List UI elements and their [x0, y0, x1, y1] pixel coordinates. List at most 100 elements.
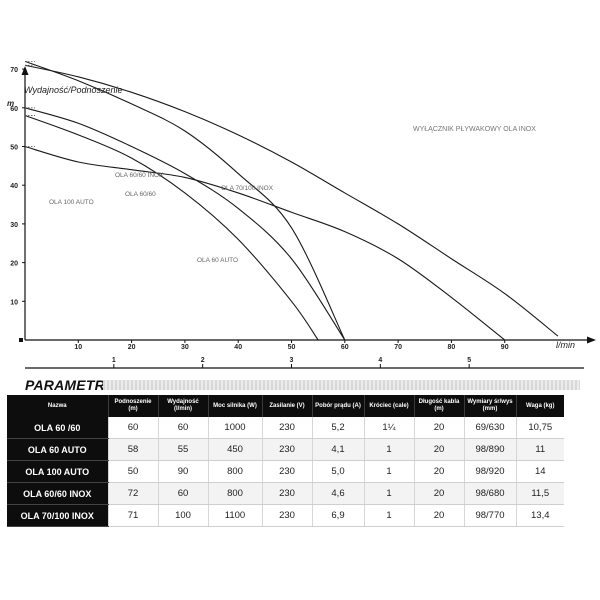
performance-curve [24, 145, 506, 341]
table-cell: 13,4 [515, 504, 564, 527]
series-label: OLA 60/60 [125, 191, 156, 198]
column-header: Króciec (cale) [363, 395, 414, 417]
y-tick-label: 10 [10, 299, 18, 306]
table-cell: 11 [515, 438, 564, 461]
x-tick-label: 30 [181, 344, 189, 351]
table-row: OLA 60 AUTO 58 55 450 230 4,1 1 20 98/890 11 [7, 438, 564, 461]
table-cell: 1100 [207, 504, 262, 527]
table-cell: 90 [157, 460, 208, 483]
table-cell: 1000 [207, 417, 262, 439]
parameters-section-title: PARAMETRY [23, 377, 580, 395]
table-cell: 1 [363, 460, 414, 483]
table-cell: 55 [157, 438, 208, 461]
y-axis-label: Wydajność/Podnoszenie [24, 85, 123, 95]
x-unit-label: l/min [556, 340, 575, 350]
origin-marker [19, 338, 23, 342]
secondary-x-tick-label: 5 [467, 357, 471, 364]
x-tick-label: 10 [74, 344, 82, 351]
secondary-x-tick-label: 4 [378, 357, 382, 364]
table-cell: 98/680 [463, 482, 516, 505]
table-cell: 50 [107, 460, 158, 483]
table-cell: 58 [107, 438, 158, 461]
table-cell: 4,1 [311, 438, 364, 461]
secondary-x-tick-label: 2 [201, 357, 205, 364]
performance-curve [24, 115, 319, 341]
table-cell: 100 [157, 504, 208, 527]
column-header: Długość kabla (m) [413, 395, 464, 417]
float-switch-annotation: WYŁĄCZNIK PŁYWAKOWY OLA INOX [413, 126, 536, 133]
table-cell: 20 [413, 482, 464, 505]
table-cell: 6,9 [311, 504, 364, 527]
model-name-cell: OLA 100 AUTO [7, 460, 108, 483]
table-cell: 800 [207, 482, 262, 505]
table-cell: 5,0 [311, 460, 364, 483]
table-cell: 450 [207, 438, 262, 461]
table-cell: 98/770 [463, 504, 516, 527]
table-row: OLA 60 /60 60 60 1000 230 5,2 1¼ 20 69/630 10,75 [7, 417, 564, 439]
table-cell: 14 [515, 460, 564, 483]
table-cell: 800 [207, 460, 262, 483]
table-cell: 60 [157, 417, 208, 439]
table-cell: 1 [363, 438, 414, 461]
x-tick-label: 40 [234, 344, 242, 351]
table-cell: 1 [363, 504, 414, 527]
y-tick-label: 40 [10, 183, 18, 190]
x-tick-label: 60 [341, 344, 349, 351]
x-tick-label: 80 [448, 344, 456, 351]
y-tick-label: 50 [10, 145, 18, 152]
title-decoration-bar [103, 380, 580, 390]
model-name-cell: OLA 60 AUTO [7, 438, 108, 461]
x-tick-label: 70 [394, 344, 402, 351]
table-cell: 4,6 [311, 482, 364, 505]
parameters-table: Nazwa Podnoszenie (m) Wydajność (l/min) Moc… [7, 395, 564, 527]
parameters-title: PARAMETRY [25, 377, 115, 393]
performance-curve [24, 107, 346, 341]
table-cell: 1¼ [363, 417, 414, 439]
series-label: OLA 60 AUTO [197, 257, 238, 264]
x-tick-label: 20 [128, 344, 136, 351]
column-header: Waga (kg) [515, 395, 564, 417]
table-cell: 230 [261, 460, 312, 483]
model-name-cell: OLA 60/60 INOX [7, 482, 108, 505]
table-cell: 69/630 [463, 417, 516, 439]
series-label: OLA 70/100 INOX [221, 185, 274, 192]
table-cell: 20 [413, 504, 464, 527]
performance-curve [24, 64, 559, 337]
table-cell: 20 [413, 417, 464, 439]
y-unit-label: m [7, 99, 14, 108]
table-cell: 20 [413, 438, 464, 461]
series-label: OLA 100 AUTO [49, 199, 94, 206]
y-tick-label: 20 [10, 261, 18, 268]
table-cell: 60 [107, 417, 158, 439]
table-row: OLA 70/100 INOX 71 100 1100 230 6,9 1 20 98/770 1… [7, 504, 564, 527]
y-axis-arrow [21, 66, 29, 75]
column-header: Zasilanie (V) [261, 395, 312, 417]
column-header: Podnoszenie (m) [107, 395, 158, 417]
secondary-x-tick-label: 1 [112, 357, 116, 364]
y-tick-label: 70 [10, 67, 18, 74]
table-cell: 72 [107, 482, 158, 505]
y-tick-label: 30 [10, 222, 18, 229]
table-cell: 1 [363, 482, 414, 505]
table-cell: 20 [413, 460, 464, 483]
table-cell: 230 [261, 482, 312, 505]
table-row: OLA 100 AUTO 50 90 800 230 5,0 1 20 98/920 14 [7, 460, 564, 483]
table-cell: 98/890 [463, 438, 516, 461]
x-tick-label: 90 [501, 344, 509, 351]
table-cell: 10,75 [515, 417, 564, 439]
secondary-x-tick-label: 3 [290, 357, 294, 364]
x-tick-label: 50 [288, 344, 296, 351]
y-tick-label: 60 [10, 106, 18, 113]
model-name-cell: OLA 70/100 INOX [7, 504, 108, 527]
table-row: OLA 60/60 INOX 72 60 800 230 4,6 1 20 98/680 11,5 [7, 482, 564, 505]
table-cell: 230 [261, 438, 312, 461]
table-header-row: Nazwa Podnoszenie (m) Wydajność (l/min) Moc… [7, 395, 564, 417]
table-cell: 60 [157, 482, 208, 505]
table-cell: 71 [107, 504, 158, 527]
table-cell: 5,2 [311, 417, 364, 439]
model-name-cell: OLA 60 /60 [7, 417, 108, 439]
column-header: Pobór prądu (A) [311, 395, 364, 417]
column-header: Moc silnika (W) [207, 395, 262, 417]
table-cell: 230 [261, 417, 312, 439]
series-label: OLA 60/60 INOX [115, 172, 164, 179]
